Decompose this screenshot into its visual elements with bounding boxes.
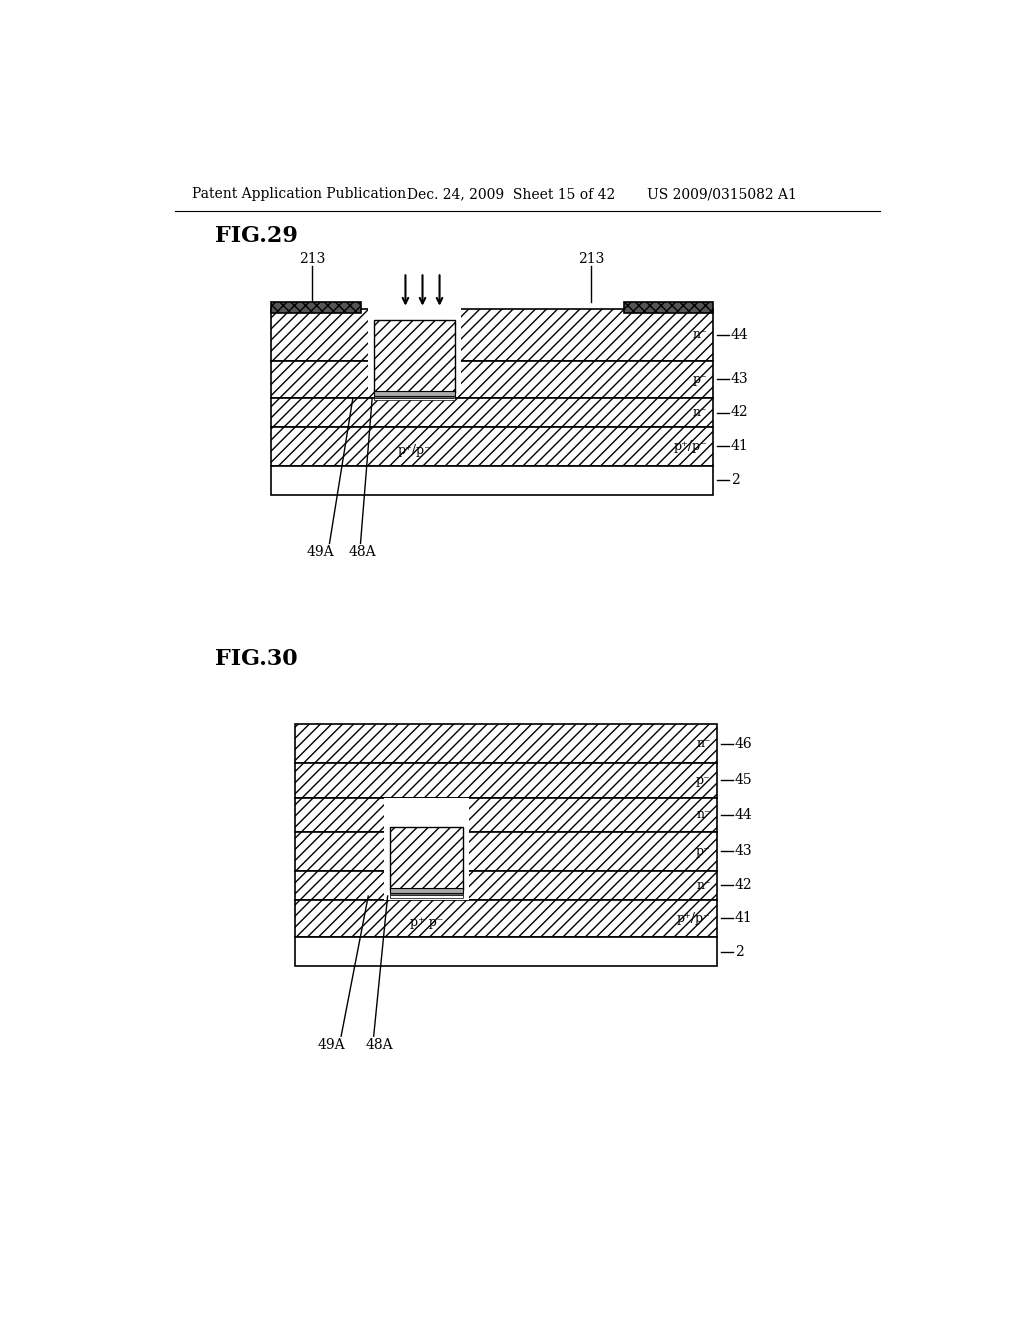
Bar — [624, 302, 713, 313]
Bar — [271, 302, 360, 313]
Text: FIG.29: FIG.29 — [215, 224, 298, 247]
Bar — [375, 397, 455, 400]
Bar — [390, 892, 463, 895]
Text: 44: 44 — [731, 327, 749, 342]
Bar — [390, 826, 463, 890]
Bar — [390, 888, 463, 892]
Bar — [384, 797, 469, 900]
Text: 48A: 48A — [366, 1038, 393, 1052]
Bar — [271, 466, 713, 495]
Bar — [271, 397, 713, 428]
Text: 41: 41 — [731, 440, 749, 453]
Bar — [390, 895, 463, 898]
Bar — [271, 360, 713, 397]
Text: Patent Application Publication: Patent Application Publication — [191, 187, 406, 202]
Text: 48A: 48A — [348, 545, 376, 558]
Text: 41: 41 — [735, 911, 753, 925]
Text: n⁻: n⁻ — [692, 329, 707, 342]
Bar — [295, 763, 717, 797]
Bar — [375, 321, 455, 393]
Text: 213: 213 — [299, 252, 326, 267]
Text: n⁻: n⁻ — [696, 808, 711, 821]
Text: 43: 43 — [731, 372, 749, 387]
Text: n⁻: n⁻ — [696, 737, 711, 750]
Text: 44: 44 — [735, 808, 753, 822]
Bar — [271, 428, 713, 466]
Bar — [375, 391, 455, 396]
Text: p⁺: p⁺ — [408, 350, 422, 363]
Text: Dec. 24, 2009  Sheet 15 of 42: Dec. 24, 2009 Sheet 15 of 42 — [407, 187, 615, 202]
Text: n⁻: n⁻ — [692, 407, 707, 418]
Bar — [369, 302, 461, 391]
Text: US 2009/0315082 A1: US 2009/0315082 A1 — [647, 187, 797, 202]
Text: p⁻: p⁻ — [692, 372, 707, 385]
Text: 2: 2 — [731, 474, 739, 487]
Text: 2: 2 — [735, 945, 743, 958]
Text: 42: 42 — [731, 405, 749, 420]
Bar — [295, 900, 717, 937]
Bar — [375, 396, 455, 397]
Text: 42: 42 — [735, 878, 753, 892]
Bar — [295, 832, 717, 871]
Bar — [295, 725, 717, 763]
Text: p⁺/p⁻: p⁺/p⁻ — [677, 912, 711, 925]
Text: 43: 43 — [735, 845, 753, 858]
Text: 213: 213 — [579, 252, 604, 267]
Text: p⁺ p⁻: p⁺ p⁻ — [410, 916, 443, 929]
Bar — [295, 797, 717, 832]
Text: 46: 46 — [735, 737, 753, 751]
Text: 45: 45 — [735, 774, 753, 787]
Text: p⁺/p⁻: p⁺/p⁻ — [398, 444, 432, 457]
Text: p⁺: p⁺ — [419, 851, 434, 865]
Text: n⁻: n⁻ — [696, 879, 711, 892]
Text: p⁻: p⁻ — [696, 845, 711, 858]
Bar — [295, 937, 717, 966]
Bar — [271, 309, 713, 360]
Text: p⁺/p⁻: p⁺/p⁻ — [673, 440, 707, 453]
Bar — [295, 871, 717, 900]
Text: 49A: 49A — [306, 545, 334, 558]
Text: FIG.30: FIG.30 — [215, 648, 297, 671]
Text: 49A: 49A — [318, 1038, 346, 1052]
Text: p⁻: p⁻ — [696, 774, 711, 787]
